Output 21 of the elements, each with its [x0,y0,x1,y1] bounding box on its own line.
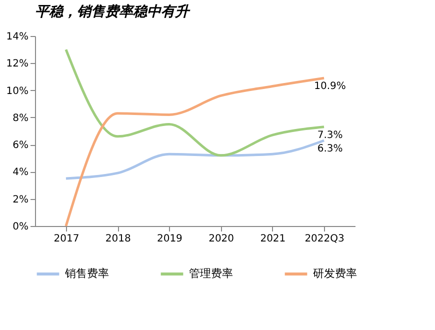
legend-label: 管理费率 [189,267,233,280]
x-tick-label: 2018 [105,234,131,244]
x-tick-label: 2019 [156,234,182,244]
y-tick-label: 10% [6,86,28,97]
x-tick-label: 2021 [260,234,286,244]
chart-title: 平稳，销售费率稳中有升 [35,3,191,20]
data-label: 6.3% [317,144,343,154]
y-tick-label: 0% [12,222,28,232]
data-label: 7.3% [317,130,343,141]
data-label: 10.9% [314,81,346,92]
x-tick-label: 2022Q3 [304,234,344,244]
legend-label: 研发费率 [313,267,357,280]
x-tick-label: 2017 [54,234,80,244]
y-tick-label: 14% [6,32,28,42]
legend-label: 销售费率 [64,267,109,280]
y-tick-label: 4% [12,167,28,178]
x-tick-label: 2020 [208,234,234,244]
y-tick-label: 8% [12,112,28,124]
y-tick-label: 2% [12,194,28,206]
y-tick-label: 6% [12,140,28,152]
y-tick-label: 12% [6,58,28,70]
